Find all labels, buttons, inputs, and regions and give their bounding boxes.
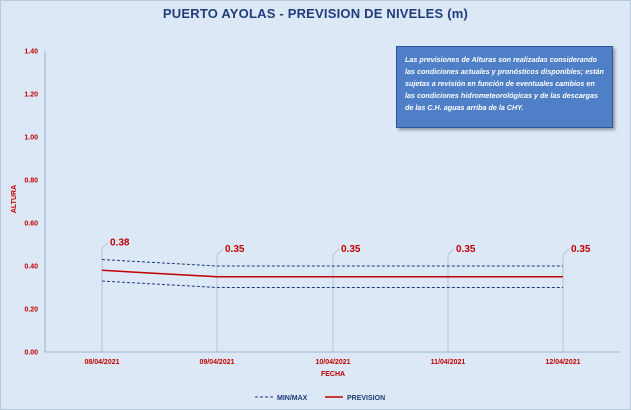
y-tick-label: 0.40 <box>24 264 38 271</box>
data-label: 0.38 <box>110 237 130 248</box>
x-axis-label: FECHA <box>321 371 345 378</box>
minmax-series-line <box>101 259 563 267</box>
minmax-series-line <box>101 280 563 288</box>
chart-title: PUERTO AYOLAS - PREVISION DE NIVELES (m) <box>162 6 469 21</box>
data-label: 0.35 <box>571 244 591 255</box>
label-leader-line <box>562 248 570 256</box>
x-tick-label: 08/04/2021 <box>84 359 119 366</box>
prevision-series-line <box>101 269 563 278</box>
x-tick-label: 10/04/2021 <box>315 359 350 366</box>
y-tick-label: 0.20 <box>24 307 38 314</box>
y-tick-label: 1.20 <box>24 92 38 99</box>
label-leader-line <box>447 248 455 256</box>
x-tick-label: 11/04/2021 <box>431 359 466 366</box>
y-tick-label: 0.60 <box>24 221 38 228</box>
legend-minmax-label: MIN/MAX <box>277 395 308 402</box>
y-tick-label: 0.00 <box>24 350 38 357</box>
legend: MIN/MAX PREVISION <box>255 395 385 402</box>
label-leader-line <box>332 248 340 256</box>
data-label: 0.35 <box>225 244 245 255</box>
y-tick-label: 0.80 <box>24 178 38 185</box>
x-tick-label: 09/04/2021 <box>199 359 234 366</box>
y-axis-label: ALTURA <box>11 185 18 213</box>
legend-prevision-label: PREVISION <box>347 395 385 402</box>
label-leader-line <box>216 248 224 256</box>
x-tick-label: 12/04/2021 <box>545 359 580 366</box>
y-tick-label: 1.00 <box>24 135 38 142</box>
label-leader-line <box>101 241 109 249</box>
data-label: 0.35 <box>341 244 361 255</box>
y-tick-label: 1.40 <box>24 49 38 56</box>
forecast-note-box: Las previsiones de Alturas son realizada… <box>396 46 613 128</box>
data-label: 0.35 <box>456 244 476 255</box>
